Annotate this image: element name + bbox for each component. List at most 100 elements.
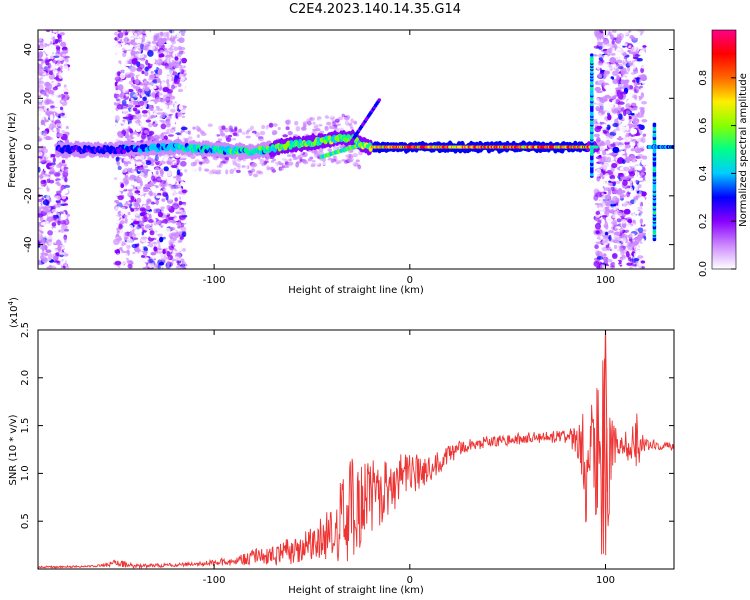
noise-blob [43, 230, 49, 236]
noise-blob [607, 114, 612, 121]
scatter-blob [247, 128, 253, 132]
noise-blob [38, 68, 41, 73]
noise-blob [624, 173, 629, 177]
scatter-blob [346, 122, 352, 126]
scatter-blob [198, 161, 203, 165]
noise-blob [164, 65, 170, 70]
noise-blob [624, 144, 631, 149]
noise-blob [144, 66, 149, 72]
noise-blob [181, 131, 188, 138]
noise-blob [641, 65, 645, 69]
noise-blob [165, 54, 171, 58]
noise-blob [606, 124, 611, 130]
noise-blob [114, 115, 120, 122]
noise-blob [620, 132, 627, 136]
noise-blob [619, 256, 624, 260]
noise-blob [623, 119, 630, 123]
noise-blob [119, 220, 125, 225]
noise-blob [116, 201, 120, 205]
noise-blob [143, 247, 149, 252]
scatter-blob [326, 121, 332, 126]
noise-blob [630, 128, 638, 135]
scatter-blob [259, 130, 266, 136]
noise-blob [597, 219, 602, 225]
noise-blob [151, 175, 156, 182]
noise-blob [57, 202, 61, 208]
noise-blob [127, 166, 132, 174]
noise-blob [617, 93, 624, 100]
noise-blob [622, 242, 628, 246]
noise-blob [132, 253, 138, 256]
noise-blob [150, 155, 155, 159]
noise-blob [135, 239, 141, 242]
noise-blob [180, 169, 186, 173]
noise-blob [594, 202, 600, 206]
noise-blob [40, 179, 46, 185]
noise-blob [130, 195, 135, 201]
noise-blob [598, 206, 603, 211]
noise-blob [615, 48, 621, 53]
scatter-blob [215, 171, 222, 175]
noise-blob [626, 148, 632, 155]
noise-blob [116, 98, 121, 102]
noise-blob [137, 38, 142, 43]
noise-blob [176, 169, 181, 176]
noise-blob [57, 86, 64, 90]
noise-blob [117, 31, 124, 39]
noise-blob [622, 43, 628, 47]
noise-blob [122, 52, 127, 58]
noise-blob [161, 81, 165, 88]
noise-blob [175, 211, 182, 215]
noise-blob [149, 230, 155, 236]
noise-blob [60, 41, 67, 47]
noise-blob [38, 207, 42, 212]
noise-blob [128, 128, 133, 132]
noise-blob [177, 239, 181, 244]
noise-blob [639, 218, 644, 225]
noise-blob [129, 132, 134, 136]
scatter-blob [186, 125, 192, 128]
noise-blob [176, 260, 182, 264]
noise-blob [38, 250, 41, 257]
scatter-blob [229, 168, 234, 175]
noise-blob [598, 53, 603, 58]
noise-blob [143, 165, 149, 169]
noise-blob [150, 30, 157, 36]
noise-blob [130, 181, 137, 186]
noise-blob [55, 235, 62, 240]
scatter-blob [212, 133, 218, 139]
noise-blob [625, 250, 630, 258]
noise-blob [595, 230, 600, 235]
noise-blob [123, 36, 129, 44]
noise-blob [174, 56, 179, 61]
noise-blob [55, 39, 59, 44]
scatter-blob [236, 129, 243, 134]
noise-blob [612, 221, 618, 228]
noise-blob [642, 246, 647, 254]
noise-blob [175, 250, 179, 254]
noise-blob [179, 160, 187, 167]
noise-blob [172, 172, 177, 177]
noise-blob [603, 70, 610, 75]
noise-blob [178, 51, 182, 58]
noise-blob [629, 186, 633, 194]
scatter-blob [271, 129, 278, 135]
noise-blob [134, 51, 140, 54]
noise-blob [127, 104, 134, 108]
noise-blob [165, 96, 171, 103]
noise-blob [124, 179, 129, 185]
noise-blob [619, 83, 624, 87]
noise-blob [119, 72, 126, 80]
noise-blob [631, 249, 636, 253]
noise-blob [154, 120, 161, 125]
noise-blob [617, 34, 622, 39]
noise-blob [612, 190, 619, 194]
noise-blob [150, 70, 154, 74]
noise-blob [120, 183, 125, 189]
scatter-blob [327, 148, 333, 152]
noise-blob [593, 133, 600, 138]
noise-blob [614, 169, 621, 175]
scatter-blob [200, 132, 207, 137]
noise-blob [637, 125, 642, 130]
